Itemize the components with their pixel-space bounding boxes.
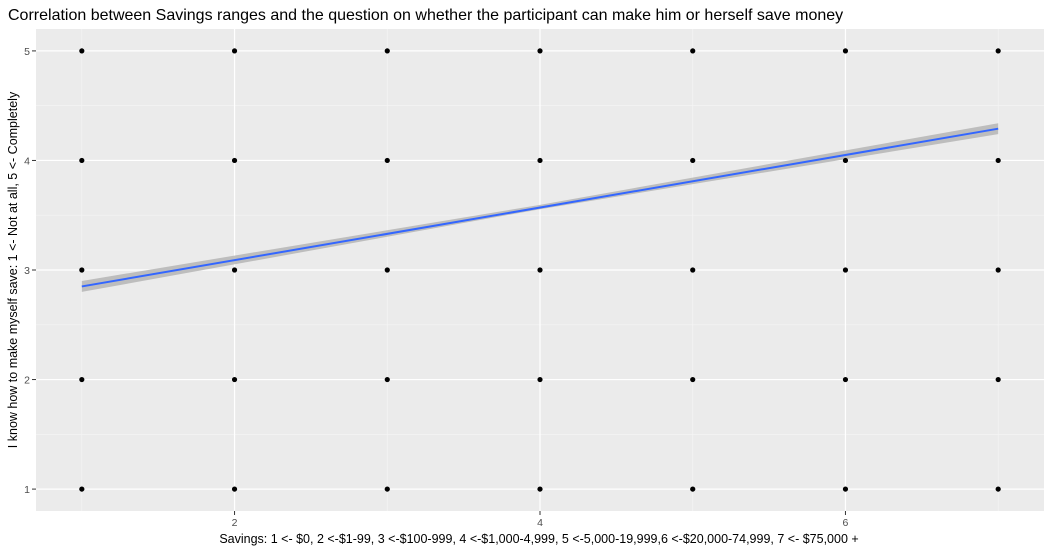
y-tick-label: 1: [24, 484, 30, 496]
data-point: [995, 486, 1001, 492]
data-point: [79, 486, 85, 492]
data-point: [79, 48, 85, 54]
data-point: [384, 157, 390, 164]
y-tick-label: 3: [24, 265, 30, 277]
data-point: [384, 48, 390, 54]
trend-line: [81, 127, 999, 288]
data-point: [690, 376, 696, 383]
y-axis-label: I know how to make myself save: 1 <- Not…: [6, 91, 20, 448]
data-point: [231, 486, 238, 492]
data-point: [79, 157, 85, 164]
data-point: [384, 267, 390, 273]
data-point: [384, 486, 390, 492]
data-point: [537, 157, 543, 164]
data-point: [231, 267, 238, 273]
data-point: [690, 486, 696, 492]
x-tick-label: 2: [232, 517, 238, 529]
data-point: [79, 267, 85, 273]
data-point: [690, 267, 696, 273]
y-tick-label: 5: [24, 46, 30, 58]
data-point: [842, 157, 849, 164]
data-point: [690, 157, 696, 164]
data-point: [537, 486, 543, 492]
x-axis-label: Savings: 1 <- $0, 2 <-$1-99, 3 <-$100-99…: [219, 532, 858, 546]
data-point: [842, 486, 849, 492]
y-tick-label: 4: [24, 155, 30, 167]
data-point: [690, 48, 696, 54]
data-point: [842, 48, 849, 54]
data-point: [231, 157, 238, 164]
y-axis-ticks: 1 2 3 4 5: [24, 46, 36, 496]
data-point: [842, 267, 849, 273]
x-tick-label: 4: [537, 517, 543, 529]
data-point: [995, 376, 1001, 383]
data-point: [995, 267, 1001, 273]
chart-title: Correlation between Savings ranges and t…: [8, 7, 843, 24]
data-point: [995, 48, 1001, 54]
trend-line-group: [81, 127, 999, 288]
data-point: [384, 376, 390, 383]
data-point: [231, 48, 238, 54]
data-point: [79, 376, 85, 383]
data-point: [537, 376, 543, 383]
data-point: [842, 376, 849, 383]
x-axis-ticks: 2 4 6: [232, 511, 849, 529]
data-point: [995, 157, 1001, 164]
data-points: [79, 48, 1001, 492]
data-point: [537, 267, 543, 273]
x-tick-label: 6: [843, 517, 849, 529]
data-point: [231, 376, 238, 383]
y-tick-label: 2: [24, 375, 30, 387]
data-point: [537, 48, 543, 54]
